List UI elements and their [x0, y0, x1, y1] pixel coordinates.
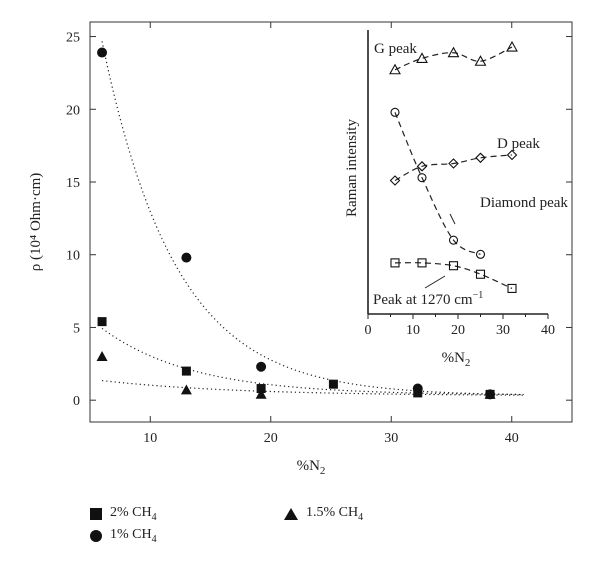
inset-leader-line: [424, 275, 446, 289]
inset-data-point-square: [448, 261, 459, 271]
y-tick-label: 20: [66, 103, 80, 118]
trend-line-triangle: [101, 379, 524, 396]
data-point-circle: [412, 383, 423, 394]
legend-item-1-5pct-ch4: 1.5% CH4: [284, 505, 363, 523]
y-tick-label: 15: [66, 176, 80, 191]
data-point-triangle: [96, 351, 108, 361]
inset-data-point-diamond: [389, 175, 401, 186]
inset-data-point-circle: [417, 173, 427, 183]
x-tick-label: 10: [143, 431, 157, 446]
inset-x-axis-title-subscript: 2: [465, 357, 471, 369]
y-axis-title: ρ (10⁴ Ohm·cm): [28, 173, 44, 272]
inset-label-peak-1270: Peak at 1270 cm−1: [373, 290, 483, 308]
inset-data-point-triangle: [447, 46, 460, 58]
inset-data-point-triangle: [506, 40, 518, 52]
circle-marker-icon: [90, 529, 102, 542]
x-tick-label: 30: [384, 431, 398, 446]
y-tick-label: 0: [73, 394, 80, 409]
legend-item-2pct-ch4: 2% CH4: [90, 505, 157, 523]
trend-line-circle: [101, 41, 524, 396]
data-point-square: [328, 379, 338, 389]
data-point-triangle: [180, 384, 192, 395]
legend-label: 1% CH4: [110, 527, 157, 545]
inset-data-point-square: [417, 258, 427, 268]
inset-data-point-diamond: [416, 161, 428, 172]
inset-label-d-peak: D peak: [497, 136, 540, 152]
inset-data-point-triangle: [416, 52, 428, 63]
inset-trend-line: [394, 262, 513, 289]
y-tick-label: 5: [73, 321, 80, 336]
data-point-triangle: [484, 388, 496, 399]
inset-trend-line: [394, 46, 513, 71]
inset-trend-line: [394, 112, 481, 255]
data-point-square: [97, 317, 107, 327]
inset-y-axis-title: Raman intensity: [344, 119, 360, 217]
inset-data-point-circle: [448, 235, 459, 245]
inset-data-point-triangle: [389, 63, 401, 75]
inset-plot: 0 10 20 30 40 %N2 Raman intensity G peak D peak D…: [344, 30, 568, 369]
x-tick-label: 20: [264, 431, 278, 446]
inset-data-point-triangle: [474, 55, 487, 66]
data-point-circle: [97, 47, 108, 58]
inset-label-diamond-peak: Diamond peak: [480, 195, 568, 211]
inset-data-point-circle: [390, 107, 400, 117]
triangle-marker-icon: [284, 507, 298, 520]
legend-label: 2% CH4: [110, 505, 157, 523]
inset-data-point-diamond: [475, 152, 486, 164]
legend-label: 1.5% CH4: [306, 505, 364, 523]
legend-item-1pct-ch4: 1% CH4: [90, 527, 157, 545]
inset-leader-line: [449, 213, 456, 225]
inset-label-g-peak: G peak: [374, 41, 417, 57]
inset-x-tick-label: 40: [541, 323, 555, 338]
inset-data-point-diamond: [448, 158, 459, 169]
inset-x-tick-label: 20: [451, 323, 465, 338]
inset-data-point-square: [507, 283, 517, 293]
main-plot-frame: [89, 21, 573, 423]
x-axis-title: %N2: [297, 458, 326, 477]
inset-x-tick-label: 0: [365, 323, 372, 338]
inset-x-tick-label: 30: [496, 323, 510, 338]
y-tick-label: 10: [66, 249, 80, 264]
inset-label-peak-1270-superscript: −1: [473, 290, 484, 301]
inset-data-point-diamond: [506, 149, 518, 161]
x-axis-title-subscript: 2: [320, 465, 326, 477]
inset-data-point-square: [475, 269, 486, 279]
inset-trend-line: [394, 154, 513, 182]
data-point-circle: [181, 252, 192, 263]
y-tick-label: 25: [66, 31, 80, 46]
inset-data-point-square: [390, 258, 400, 268]
data-point-circle: [256, 361, 267, 372]
x-tick-label: 40: [505, 431, 519, 446]
data-point-square: [181, 366, 191, 376]
square-marker-icon: [90, 507, 102, 520]
inset-x-tick-label: 10: [406, 323, 420, 338]
data-point-triangle: [255, 388, 267, 399]
data-point-square: [256, 384, 266, 394]
inset-x-axis-title: %N2: [442, 350, 471, 369]
inset-data-point-circle: [475, 249, 486, 259]
